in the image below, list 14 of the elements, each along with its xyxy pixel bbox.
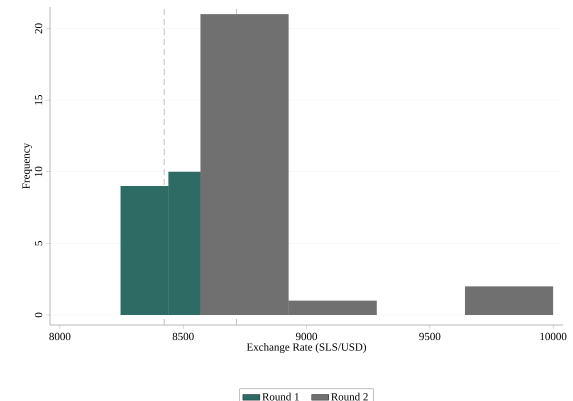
y-axis-title: Frequency	[22, 142, 32, 189]
y-tick-label: 10	[34, 166, 42, 176]
y-tick-label: 15	[34, 95, 42, 105]
x-tick-label: 9500	[419, 332, 440, 340]
x-tick-label: 8000	[49, 332, 70, 340]
legend-label: Round 1	[262, 392, 299, 400]
y-tick-label: 0	[34, 312, 42, 318]
legend-label: Round 2	[331, 392, 368, 400]
y-tick-label: 5	[34, 241, 42, 246]
x-tick-label: 10000	[540, 332, 566, 340]
x-tick-label: 9000	[296, 332, 318, 340]
x-axis-title: Exchange Rate (SLS/USD)	[246, 343, 366, 353]
y-tick-label: 20	[34, 23, 42, 34]
x-tick-label: 8500	[172, 332, 194, 340]
